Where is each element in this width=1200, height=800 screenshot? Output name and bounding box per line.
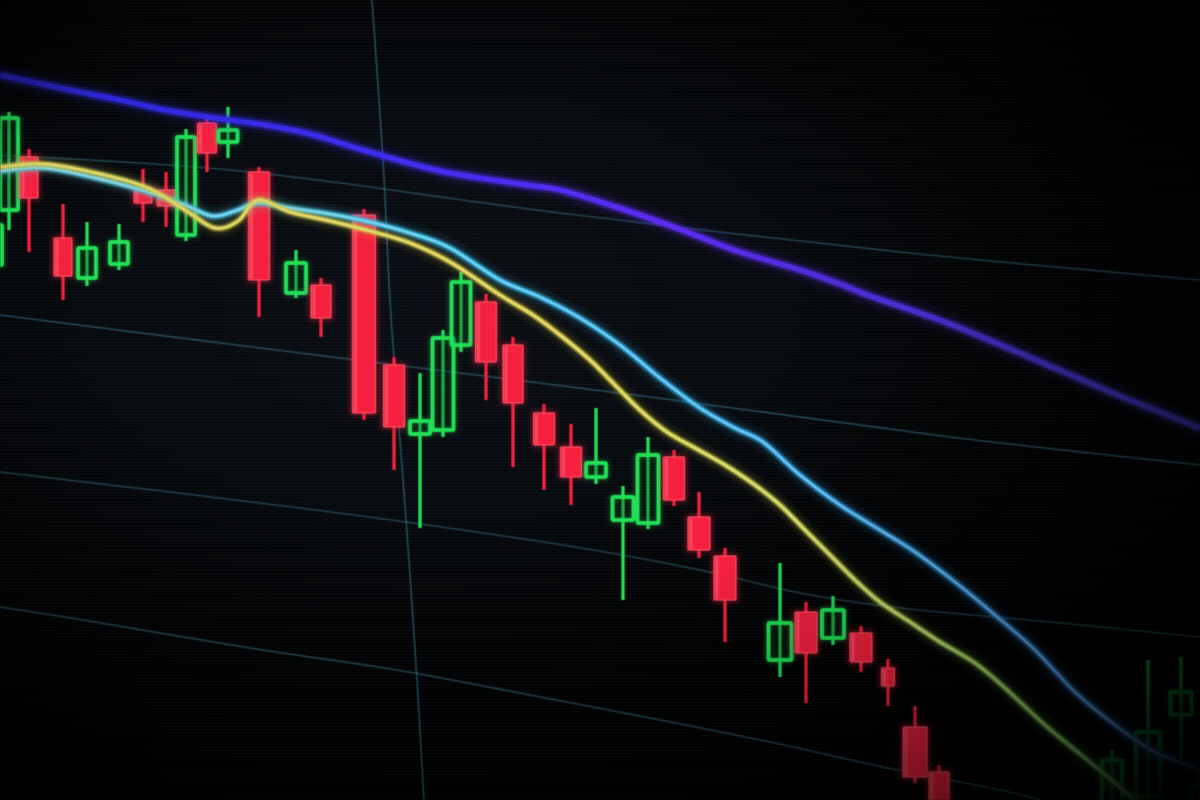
candle: [584, 408, 608, 484]
candle: [175, 129, 197, 241]
candle: [901, 706, 929, 783]
candle: [473, 294, 499, 400]
candle: [712, 548, 738, 642]
candle: [531, 404, 557, 490]
candle: [610, 486, 636, 600]
candle: [52, 204, 74, 300]
candle: [108, 224, 130, 270]
candle: [449, 272, 473, 352]
candle: [635, 437, 661, 529]
candle: [661, 450, 687, 506]
candle: [686, 492, 712, 558]
candle: [927, 765, 951, 800]
candle: [501, 337, 525, 467]
candle: [284, 250, 308, 298]
candle: [766, 563, 794, 677]
candle: [1168, 657, 1194, 763]
candle: [558, 424, 584, 505]
candle: [309, 278, 333, 337]
candle: [793, 602, 819, 703]
candle: [408, 373, 432, 528]
candle: [0, 223, 4, 267]
candle: [350, 209, 378, 420]
candle: [1189, 774, 1200, 800]
candle: [76, 222, 98, 286]
candle: [246, 167, 272, 317]
candle: [820, 596, 846, 645]
candle: [879, 659, 897, 706]
candle: [1134, 660, 1162, 799]
candle: [848, 626, 874, 672]
